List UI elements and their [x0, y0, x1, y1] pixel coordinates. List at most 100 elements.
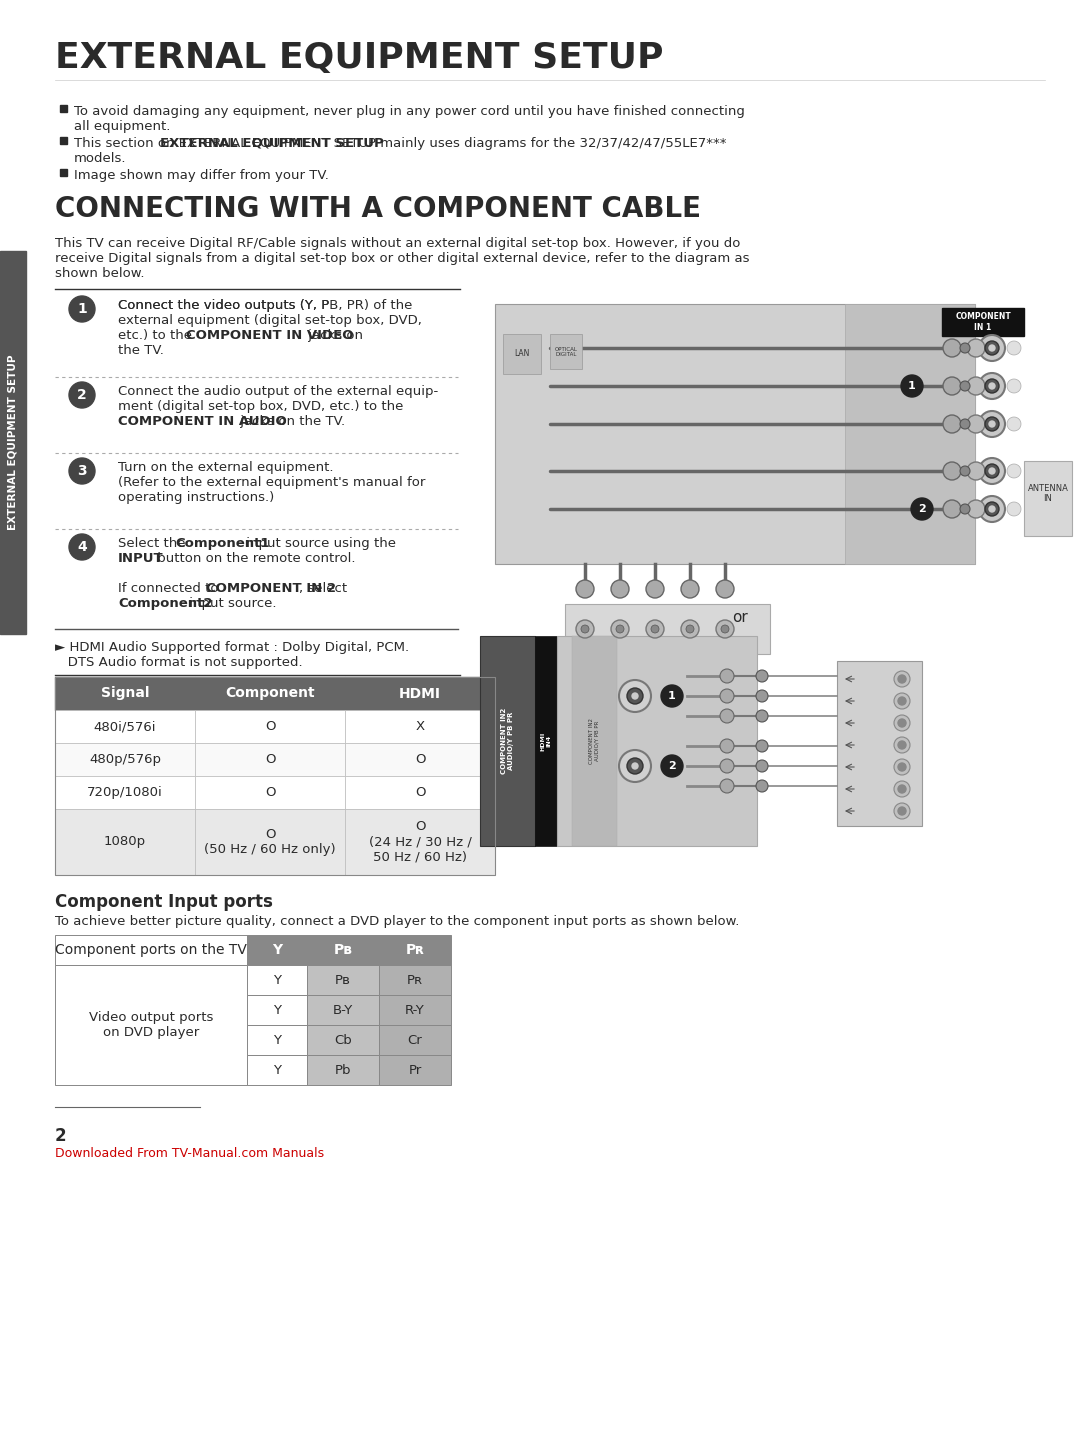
Circle shape	[985, 418, 999, 431]
Circle shape	[627, 757, 643, 775]
Text: external equipment (digital set-top box, DVD,: external equipment (digital set-top box,…	[118, 314, 422, 327]
Bar	[60, 105, 67, 112]
Bar	[247, 995, 307, 1025]
Text: O: O	[415, 786, 426, 799]
Text: 1: 1	[77, 302, 86, 315]
Circle shape	[985, 341, 999, 356]
Circle shape	[619, 680, 651, 711]
Circle shape	[611, 621, 629, 638]
Circle shape	[1007, 379, 1021, 393]
Bar	[345, 710, 495, 743]
Text: Cr: Cr	[407, 1034, 422, 1047]
Circle shape	[894, 693, 910, 708]
Bar	[247, 965, 307, 995]
Text: Connect the video outputs (Y, PB, PR) of the: Connect the video outputs (Y, PB, PR) of…	[118, 300, 413, 312]
Circle shape	[894, 759, 910, 775]
Text: Pʙ: Pʙ	[334, 943, 352, 958]
Circle shape	[69, 458, 95, 484]
Circle shape	[897, 806, 906, 815]
Circle shape	[897, 763, 906, 770]
Text: Y: Y	[273, 1004, 281, 1017]
Bar	[195, 743, 345, 776]
Circle shape	[967, 415, 985, 433]
Bar	[55, 776, 195, 809]
Circle shape	[720, 779, 734, 793]
Text: ANTENNA
IN: ANTENNA IN	[1027, 484, 1068, 503]
Bar	[345, 776, 495, 809]
Text: 2: 2	[55, 1128, 67, 1145]
Text: HDMI: HDMI	[399, 687, 441, 700]
Text: O
(50 Hz / 60 Hz only): O (50 Hz / 60 Hz only)	[204, 828, 336, 855]
Circle shape	[897, 742, 906, 749]
Text: operating instructions.): operating instructions.)	[118, 491, 274, 504]
Circle shape	[1007, 341, 1021, 356]
Text: 480i/576i: 480i/576i	[94, 720, 157, 733]
Circle shape	[646, 580, 664, 598]
Circle shape	[897, 785, 906, 793]
Text: input source using the: input source using the	[242, 537, 396, 550]
Bar	[1024, 461, 1072, 536]
Circle shape	[69, 382, 95, 408]
Text: Signal: Signal	[100, 687, 149, 700]
Circle shape	[894, 716, 910, 732]
Text: EXTERNAL EQUIPMENT SETUP: EXTERNAL EQUIPMENT SETUP	[161, 137, 384, 150]
Circle shape	[978, 373, 1005, 399]
Text: EXTERNAL EQUIPMENT SETUP: EXTERNAL EQUIPMENT SETUP	[8, 354, 18, 530]
Bar	[307, 995, 379, 1025]
Text: 480p/576p: 480p/576p	[89, 753, 161, 766]
Text: Pb: Pb	[335, 1064, 351, 1077]
Bar	[55, 935, 247, 965]
Text: Y: Y	[272, 943, 282, 958]
Text: the TV.: the TV.	[118, 344, 164, 357]
Circle shape	[756, 710, 768, 721]
Text: OPTICAL
DIGITAL: OPTICAL DIGITAL	[554, 347, 578, 357]
Bar	[247, 1056, 307, 1084]
Text: Component Input ports: Component Input ports	[55, 893, 273, 912]
Text: EXTERNAL EQUIPMENT SETUP: EXTERNAL EQUIPMENT SETUP	[55, 40, 663, 75]
Text: O: O	[265, 786, 275, 799]
Circle shape	[960, 467, 970, 477]
Text: O: O	[415, 753, 426, 766]
Circle shape	[716, 580, 734, 598]
Circle shape	[720, 739, 734, 753]
Text: HDMI
IN4: HDMI IN4	[541, 732, 552, 750]
Text: or: or	[732, 611, 747, 625]
Bar	[195, 809, 345, 876]
Circle shape	[661, 755, 683, 778]
Bar	[307, 935, 379, 965]
Text: 1: 1	[908, 382, 916, 392]
Circle shape	[576, 580, 594, 598]
Bar	[60, 168, 67, 176]
Circle shape	[581, 625, 589, 634]
Bar	[557, 636, 757, 845]
Bar	[60, 137, 67, 144]
Text: Select the: Select the	[118, 537, 190, 550]
Circle shape	[646, 621, 664, 638]
Text: 720p/1080i: 720p/1080i	[87, 786, 163, 799]
Bar	[55, 710, 195, 743]
Circle shape	[686, 625, 694, 634]
Text: Connect the audio output of the external equip-: Connect the audio output of the external…	[118, 384, 438, 397]
Bar	[55, 809, 195, 876]
Text: Turn on the external equipment.: Turn on the external equipment.	[118, 461, 334, 474]
Bar	[247, 935, 307, 965]
Circle shape	[661, 685, 683, 707]
Circle shape	[756, 740, 768, 752]
Text: COMPONENT IN2
AUDIO/Y PB PR: COMPONENT IN2 AUDIO/Y PB PR	[501, 708, 514, 775]
Text: COMPONENT IN2
AUDIO/Y PB PR: COMPONENT IN2 AUDIO/Y PB PR	[589, 719, 599, 765]
Circle shape	[1007, 418, 1021, 431]
Circle shape	[985, 379, 999, 393]
Text: Pr: Pr	[408, 1064, 421, 1077]
Circle shape	[894, 804, 910, 819]
Circle shape	[989, 468, 995, 474]
Bar	[495, 304, 975, 564]
Bar	[942, 308, 1024, 336]
Bar	[345, 677, 495, 710]
Text: 1: 1	[669, 691, 676, 701]
Text: 1080p: 1080p	[104, 835, 146, 848]
Text: 2: 2	[669, 760, 676, 770]
Text: R-Y: R-Y	[405, 1004, 424, 1017]
Text: Connect the video outputs (Y, P: Connect the video outputs (Y, P	[118, 300, 329, 312]
Circle shape	[960, 382, 970, 392]
Circle shape	[989, 420, 995, 428]
